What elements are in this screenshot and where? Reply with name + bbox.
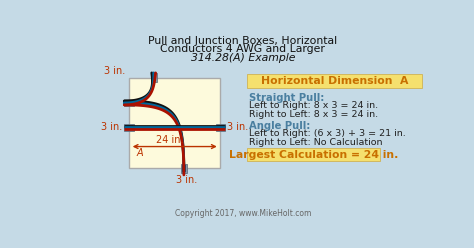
Text: Horizontal Dimension  A: Horizontal Dimension A [261, 76, 408, 86]
Text: 3 in.: 3 in. [104, 66, 125, 76]
FancyBboxPatch shape [247, 74, 422, 88]
Text: Conductors 4 AWG and Larger: Conductors 4 AWG and Larger [161, 44, 325, 54]
Text: Straight Pull:: Straight Pull: [249, 93, 325, 103]
Bar [217, 125, 224, 130]
Bar [181, 164, 187, 173]
Text: 24 in.: 24 in. [156, 135, 184, 145]
Bar [125, 101, 133, 105]
Text: Right to Left: 8 x 3 = 24 in.: Right to Left: 8 x 3 = 24 in. [249, 110, 378, 119]
Text: Pull and Junction Boxes, Horizontal: Pull and Junction Boxes, Horizontal [148, 36, 337, 46]
Text: 3 in.: 3 in. [101, 123, 122, 132]
Bar [124, 100, 134, 106]
Text: Angle Pull:: Angle Pull: [249, 121, 310, 131]
Bar [216, 124, 225, 130]
FancyBboxPatch shape [247, 148, 380, 161]
Bar [182, 164, 186, 172]
Text: Left to Right: 8 x 3 = 24 in.: Left to Right: 8 x 3 = 24 in. [249, 101, 378, 110]
Text: Copyright 2017, www.MikeHolt.com: Copyright 2017, www.MikeHolt.com [175, 209, 311, 218]
Bar [151, 73, 157, 82]
Text: 3 in.: 3 in. [228, 123, 249, 132]
Text: A: A [137, 148, 143, 158]
Text: 314.28(A) Example: 314.28(A) Example [191, 53, 295, 63]
Text: Right to Left: No Calculation: Right to Left: No Calculation [249, 138, 383, 147]
Text: 3 in.: 3 in. [175, 175, 197, 185]
Bar [129, 77, 220, 168]
Text: Left to Right: (6 x 3) + 3 = 21 in.: Left to Right: (6 x 3) + 3 = 21 in. [249, 129, 406, 138]
Bar [124, 124, 134, 130]
Bar [125, 125, 133, 130]
Bar [151, 74, 156, 81]
Text: Largest Calculation = 24 in.: Largest Calculation = 24 in. [229, 150, 398, 159]
